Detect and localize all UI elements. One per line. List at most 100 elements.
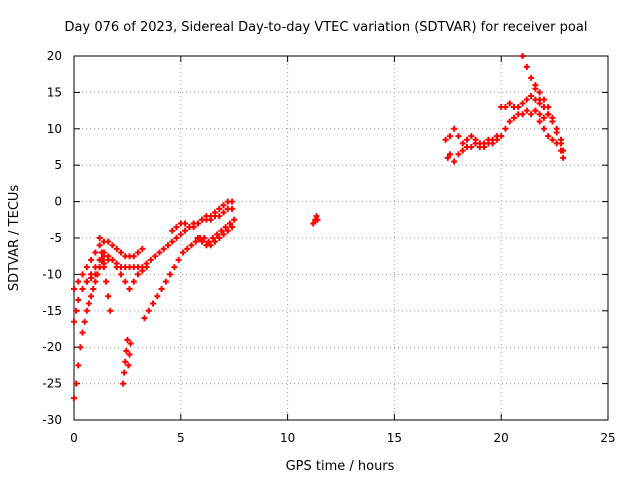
data-point (143, 264, 150, 271)
data-point (549, 136, 556, 143)
data-point (139, 245, 146, 252)
data-point (442, 136, 449, 143)
data-point (194, 235, 201, 241)
data-point (216, 213, 223, 220)
data-point (88, 271, 95, 278)
data-point (160, 245, 167, 252)
data-point (92, 278, 99, 285)
data-point (220, 231, 227, 238)
data-point (446, 133, 453, 140)
data-point (229, 205, 236, 212)
data-point (123, 347, 130, 354)
data-point (71, 285, 77, 292)
series-track-5 (96, 235, 114, 314)
data-point (135, 271, 142, 278)
data-point (459, 140, 466, 147)
data-point (532, 82, 539, 89)
data-point (126, 285, 133, 292)
series-track-11 (444, 107, 547, 165)
data-point (545, 133, 552, 140)
data-point (226, 220, 233, 227)
data-point (162, 278, 169, 285)
data-point (540, 96, 547, 103)
data-point (139, 267, 146, 274)
data-point (545, 111, 552, 118)
data-point (519, 111, 526, 118)
data-point (79, 271, 86, 278)
data-point (224, 227, 231, 234)
data-point (493, 133, 500, 140)
series-track-1 (71, 249, 107, 402)
data-point (528, 74, 535, 81)
y-tick-label: 0 (54, 195, 62, 209)
data-point (105, 293, 112, 300)
data-point (199, 238, 206, 245)
y-tick-label: 5 (54, 158, 62, 172)
data-point (481, 140, 488, 147)
series-track-16 (532, 107, 565, 154)
data-point (173, 224, 180, 231)
x-axis-label: GPS time / hours (286, 459, 395, 474)
data-point (154, 293, 161, 300)
data-point (98, 249, 105, 256)
data-point (75, 296, 82, 303)
data-point (109, 256, 116, 263)
data-point (117, 249, 124, 256)
y-tick-label: -15 (42, 304, 62, 318)
data-point (81, 318, 88, 325)
data-point (79, 329, 86, 336)
data-point (96, 235, 103, 241)
data-point (141, 315, 148, 322)
x-tick-label: 25 (600, 431, 615, 445)
data-point (519, 53, 526, 59)
data-point (558, 136, 565, 143)
data-point (489, 136, 496, 143)
data-point (100, 264, 107, 271)
data-point (105, 238, 112, 245)
data-point (156, 249, 163, 256)
data-point (455, 133, 462, 140)
data-point (117, 271, 124, 278)
x-tick-label: 5 (177, 431, 185, 445)
data-point (545, 103, 552, 110)
series-track-7 (141, 216, 238, 322)
data-point (83, 264, 90, 271)
data-point (214, 231, 221, 238)
y-axis-label: SDTVAR / TECUs (7, 185, 22, 292)
data-point (125, 362, 132, 369)
data-point (194, 220, 201, 227)
data-point (451, 125, 458, 132)
data-point (468, 133, 475, 140)
y-tick-label: -10 (42, 267, 62, 281)
data-point (184, 245, 191, 252)
data-point (182, 220, 189, 227)
x-tick-label: 0 (70, 431, 78, 445)
data-point (536, 118, 543, 125)
grid-lines (74, 56, 608, 420)
data-point (515, 103, 522, 110)
data-point (229, 224, 236, 231)
data-point (85, 300, 92, 307)
data-point (121, 369, 128, 376)
data-point (190, 224, 197, 231)
data-point (549, 114, 556, 121)
data-point (528, 93, 535, 100)
series-track-4 (79, 253, 150, 292)
data-point (468, 144, 475, 150)
data-point (171, 264, 178, 271)
data-point (220, 209, 227, 216)
y-tick-label: -5 (50, 231, 62, 245)
data-point (83, 278, 90, 285)
data-point (444, 154, 451, 161)
y-tick-label: 15 (47, 85, 62, 99)
chart-title: Day 076 of 2023, Sidereal Day-to-day VTE… (65, 20, 588, 35)
y-tick-label: -30 (42, 413, 62, 427)
data-point (169, 238, 176, 245)
data-point (532, 107, 539, 114)
data-point (135, 249, 142, 256)
y-tick-label: -25 (42, 377, 62, 391)
data-point (229, 198, 236, 205)
data-point (218, 227, 225, 234)
series-track-14 (519, 53, 567, 161)
